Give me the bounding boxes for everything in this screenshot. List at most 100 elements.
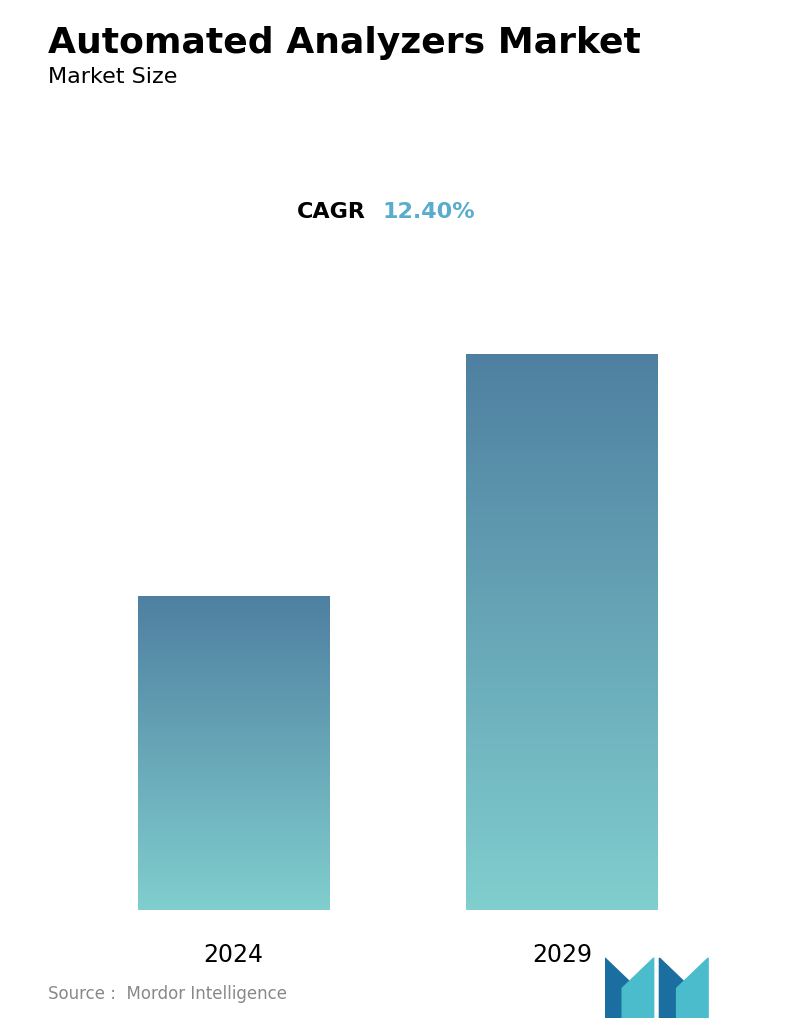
Bar: [466, 667, 658, 668]
Bar: [466, 583, 658, 585]
Bar: [466, 676, 658, 678]
Bar: [466, 866, 658, 869]
Bar: [466, 685, 658, 687]
Bar: [466, 505, 658, 506]
Bar: [466, 415, 658, 416]
Bar: [466, 603, 658, 605]
Bar: [466, 741, 658, 743]
Bar: [466, 789, 658, 791]
Bar: [466, 858, 658, 860]
Bar: [466, 569, 658, 570]
Bar: [466, 871, 658, 873]
Bar: [466, 416, 658, 417]
Bar: [466, 638, 658, 639]
Bar: [466, 790, 658, 792]
Bar: [466, 545, 658, 546]
Bar: [466, 794, 658, 796]
Bar: [466, 830, 658, 832]
Bar: [466, 899, 658, 901]
Bar: [466, 716, 658, 717]
Bar: [466, 362, 658, 363]
Bar: [466, 579, 658, 581]
Bar: [466, 804, 658, 805]
Bar: [466, 407, 658, 408]
Bar: [466, 739, 658, 740]
Bar: [466, 355, 658, 356]
Bar: [466, 554, 658, 556]
Bar: [466, 771, 658, 772]
Bar: [466, 749, 658, 751]
Bar: [466, 602, 658, 603]
Bar: [466, 761, 658, 763]
Bar: [466, 500, 658, 501]
Bar: [466, 496, 658, 497]
Bar: [466, 729, 658, 731]
Bar: [466, 692, 658, 694]
Bar: [466, 590, 658, 592]
Bar: [466, 821, 658, 822]
Bar: [466, 748, 658, 749]
Bar: [466, 773, 658, 776]
Bar: [466, 556, 658, 557]
Bar: [466, 630, 658, 631]
Bar: [466, 628, 658, 630]
Bar: [466, 778, 658, 780]
Bar: [466, 459, 658, 460]
Polygon shape: [677, 957, 708, 1018]
Bar: [466, 368, 658, 370]
Bar: [466, 706, 658, 707]
Bar: [466, 560, 658, 561]
Bar: [466, 456, 658, 457]
Bar: [466, 652, 658, 655]
Bar: [466, 809, 658, 810]
Bar: [466, 526, 658, 528]
Text: 2029: 2029: [533, 943, 592, 967]
Text: 12.40%: 12.40%: [382, 202, 474, 222]
Bar: [466, 591, 658, 594]
Bar: [466, 752, 658, 753]
Bar: [466, 538, 658, 540]
Bar: [466, 435, 658, 436]
Bar: [466, 392, 658, 394]
Bar: [466, 678, 658, 679]
Bar: [466, 474, 658, 476]
Bar: [466, 509, 658, 510]
Bar: [466, 469, 658, 472]
Bar: [466, 757, 658, 759]
Bar: [466, 624, 658, 626]
Bar: [466, 482, 658, 484]
Bar: [466, 535, 658, 537]
Bar: [466, 744, 658, 747]
Bar: [466, 461, 658, 463]
Bar: [466, 746, 658, 748]
Bar: [466, 870, 658, 871]
Bar: [466, 847, 658, 849]
Bar: [466, 660, 658, 662]
Bar: [466, 450, 658, 452]
Bar: [466, 611, 658, 613]
Bar: [466, 854, 658, 856]
Bar: [466, 668, 658, 670]
Bar: [466, 613, 658, 614]
Bar: [466, 440, 658, 443]
Bar: [466, 541, 658, 542]
Bar: [466, 817, 658, 818]
Bar: [466, 760, 658, 761]
Polygon shape: [605, 957, 637, 1018]
Bar: [466, 521, 658, 522]
Bar: [466, 494, 658, 496]
Bar: [466, 453, 658, 455]
Bar: [466, 618, 658, 619]
Bar: [466, 364, 658, 366]
Bar: [466, 703, 658, 704]
Bar: [466, 784, 658, 785]
Bar: [466, 512, 658, 513]
Bar: [466, 664, 658, 666]
Bar: [466, 780, 658, 781]
Bar: [466, 501, 658, 504]
Bar: [466, 553, 658, 554]
Bar: [466, 801, 658, 803]
Polygon shape: [622, 957, 654, 1018]
Bar: [466, 862, 658, 864]
Bar: [466, 433, 658, 435]
